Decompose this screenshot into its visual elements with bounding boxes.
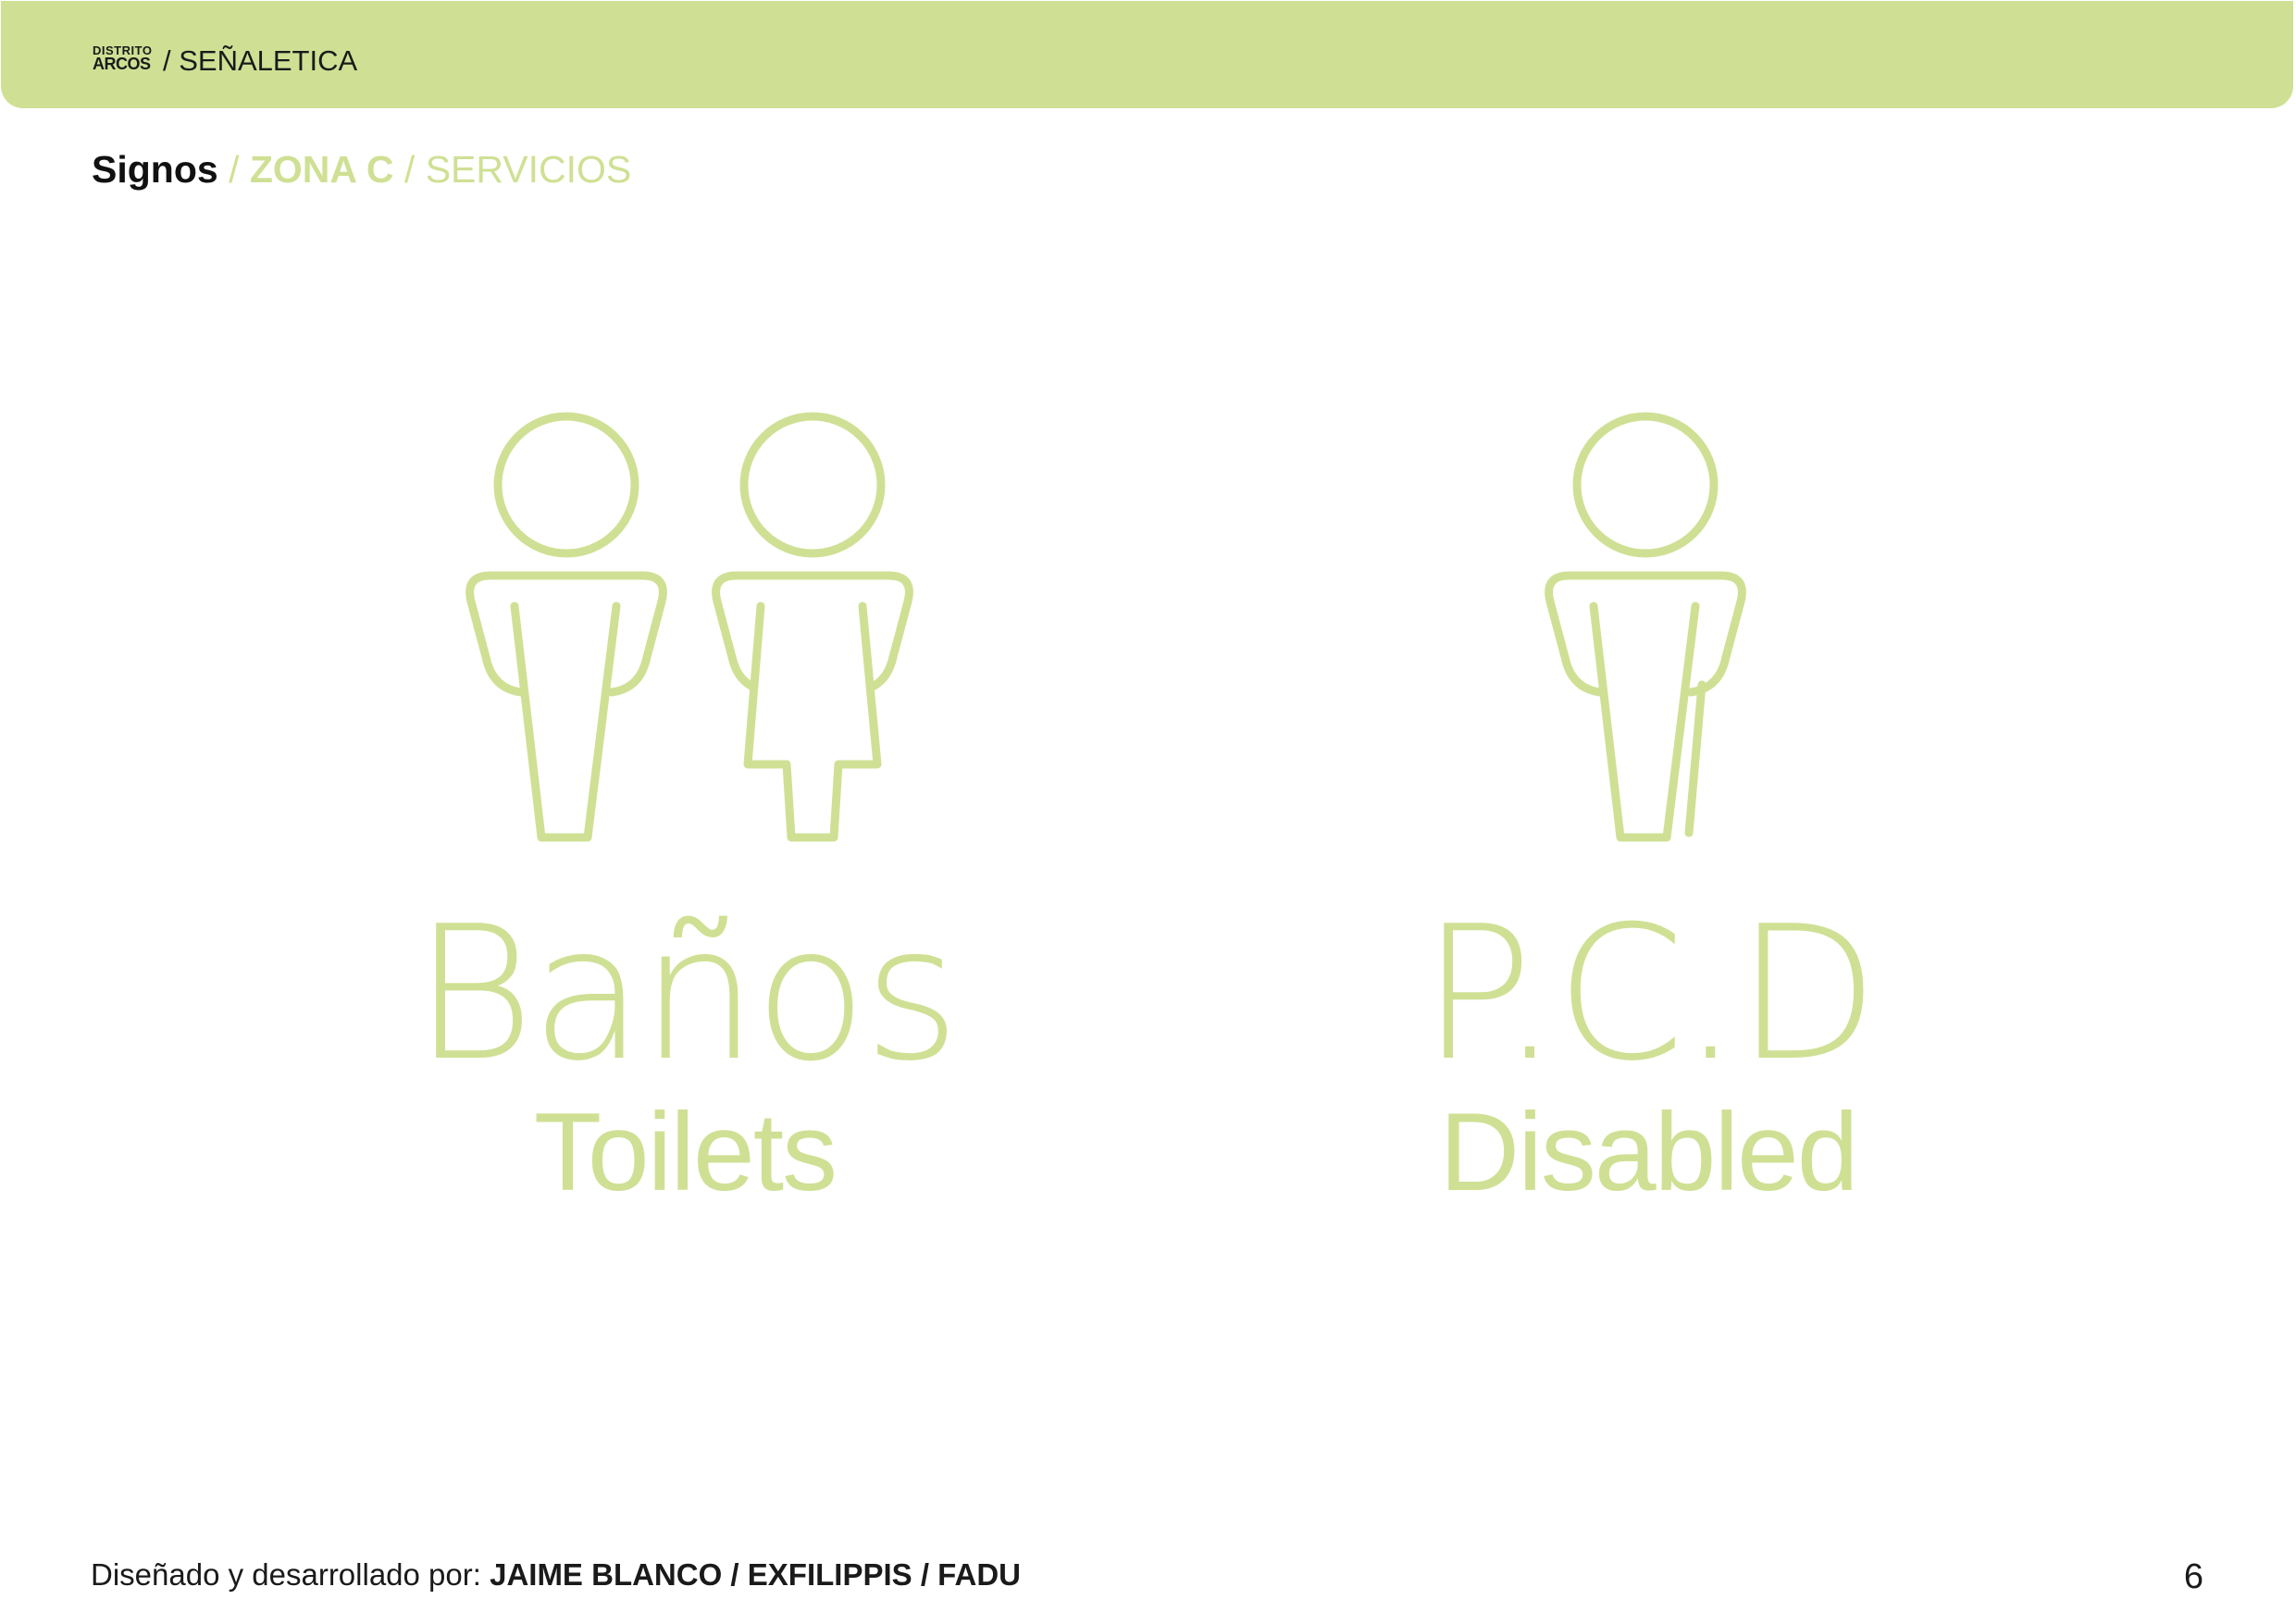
footer-credit-prefix: Diseñado y desarrollado por: xyxy=(91,1557,490,1592)
breadcrumb-servicios: SERVICIOS xyxy=(425,148,632,191)
restroom-man-woman-icon xyxy=(465,412,913,842)
sign-subtitle-toilets: Toilets xyxy=(533,1090,838,1214)
breadcrumb-signos: Signos xyxy=(92,148,218,191)
header-bar xyxy=(1,1,2293,108)
header-title: / SEÑALETICA xyxy=(163,44,358,77)
sign-title-pcd: P.C.D xyxy=(1421,886,1879,1102)
sign-subtitle-disabled: Disabled xyxy=(1439,1090,1859,1214)
footer-credit: Diseñado y desarrollado por: JAIME BLANC… xyxy=(91,1557,1021,1593)
sign-title-banos: Baños xyxy=(413,886,961,1102)
breadcrumb-separator: / xyxy=(217,148,250,191)
page-number: 6 xyxy=(2183,1557,2203,1596)
logo-line2: ARCOS xyxy=(93,55,151,73)
breadcrumb-zona: ZONA C xyxy=(249,148,394,191)
breadcrumb-separator: / xyxy=(393,148,426,191)
footer-credit-names: JAIME BLANCO / EXFILIPPIS / FADU xyxy=(490,1557,1021,1592)
distrito-arcos-logo: DISTRITO ARCOS xyxy=(93,44,154,72)
logo-line1: DISTRITO xyxy=(93,43,153,57)
breadcrumb: Signos / ZONA C / SERVICIOS xyxy=(92,148,631,192)
accessibility-cane-icon xyxy=(1545,412,1746,842)
